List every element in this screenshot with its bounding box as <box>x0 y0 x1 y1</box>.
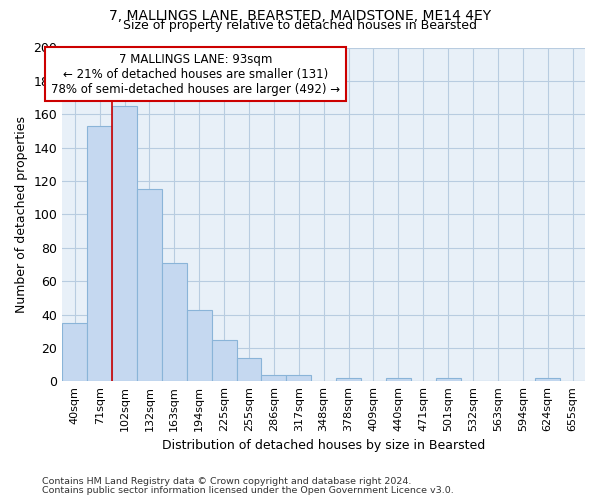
Text: Contains HM Land Registry data © Crown copyright and database right 2024.: Contains HM Land Registry data © Crown c… <box>42 477 412 486</box>
Text: 7, MALLINGS LANE, BEARSTED, MAIDSTONE, ME14 4EY: 7, MALLINGS LANE, BEARSTED, MAIDSTONE, M… <box>109 9 491 23</box>
Bar <box>62 323 87 382</box>
Bar <box>262 374 286 382</box>
Bar <box>236 358 262 382</box>
Bar <box>212 340 236 382</box>
Text: Contains public sector information licensed under the Open Government Licence v3: Contains public sector information licen… <box>42 486 454 495</box>
Bar <box>162 263 187 382</box>
Bar <box>436 378 461 382</box>
Bar <box>286 374 311 382</box>
Bar <box>87 126 112 382</box>
Y-axis label: Number of detached properties: Number of detached properties <box>15 116 28 313</box>
Bar <box>112 106 137 382</box>
Bar <box>386 378 411 382</box>
Bar <box>336 378 361 382</box>
Bar <box>535 378 560 382</box>
Bar <box>187 310 212 382</box>
Text: Size of property relative to detached houses in Bearsted: Size of property relative to detached ho… <box>123 19 477 32</box>
X-axis label: Distribution of detached houses by size in Bearsted: Distribution of detached houses by size … <box>162 440 485 452</box>
Text: 7 MALLINGS LANE: 93sqm
← 21% of detached houses are smaller (131)
78% of semi-de: 7 MALLINGS LANE: 93sqm ← 21% of detached… <box>51 52 340 96</box>
Bar <box>137 190 162 382</box>
